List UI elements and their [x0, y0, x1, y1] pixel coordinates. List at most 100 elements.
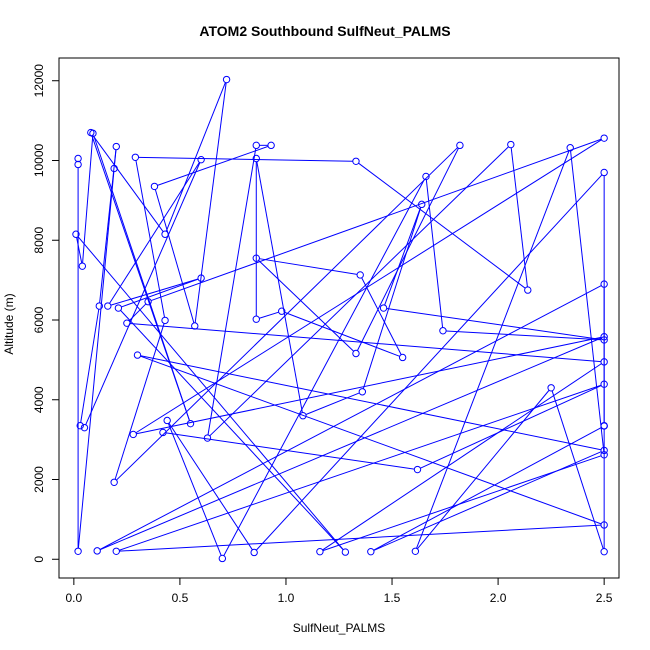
series-segment: [77, 171, 115, 549]
data-point: [422, 172, 430, 181]
data-point: [74, 547, 82, 555]
data-point: [74, 160, 82, 169]
series-segment: [209, 146, 509, 437]
data-point: [316, 547, 324, 556]
data-point: [76, 421, 84, 430]
data-point: [456, 141, 464, 150]
chart-title: ATOM2 Southbound SulfNeut_PALMS: [199, 23, 450, 39]
series-segment: [255, 174, 603, 551]
data-point: [600, 358, 608, 366]
series-segment: [362, 207, 422, 389]
series-segment: [130, 322, 602, 363]
series-segment: [168, 422, 253, 551]
series-segment: [384, 207, 422, 306]
data-point: [411, 547, 420, 555]
data-point: [250, 548, 258, 557]
x-tick-label: 2.5: [596, 591, 613, 605]
data-point: [600, 134, 608, 142]
data-point: [72, 230, 80, 238]
series-segment: [110, 278, 199, 306]
series-segment: [416, 150, 570, 549]
data-point: [87, 128, 95, 137]
series-segment: [85, 162, 201, 425]
data-point: [74, 154, 82, 163]
data-point: [95, 302, 104, 310]
data-point: [144, 297, 152, 306]
series-segment: [165, 82, 226, 232]
series-segment: [99, 149, 117, 303]
data-point: [112, 142, 120, 151]
data-point: [93, 547, 101, 555]
series-segment: [91, 135, 190, 421]
series-segment: [92, 134, 164, 232]
series-segment: [305, 392, 360, 415]
data-point: [524, 286, 532, 294]
y-axis: 0 2000 4000 6000 8000 10000 12000: [32, 64, 60, 563]
series-segment: [150, 138, 602, 302]
data-point: [78, 262, 87, 270]
data-point: [104, 302, 112, 310]
data-point: [252, 141, 260, 150]
data-point: [547, 384, 555, 392]
series-segment: [80, 309, 100, 423]
series-segment: [140, 355, 602, 451]
data-point: [112, 547, 120, 555]
data-point: [352, 157, 360, 165]
series-segment: [373, 427, 602, 551]
series-segment: [135, 160, 165, 318]
data-point: [80, 423, 89, 432]
data-point: [161, 316, 169, 325]
series-segment: [154, 189, 195, 324]
data-point: [600, 451, 608, 459]
series-segment: [138, 156, 353, 162]
data-point: [114, 304, 123, 312]
series-segment: [167, 423, 222, 556]
data-point: [252, 254, 260, 262]
data-point: [252, 154, 260, 163]
data-point: [110, 164, 118, 173]
y-tick-label: 12000: [32, 64, 46, 98]
series-segment: [373, 451, 602, 551]
data-point: [252, 315, 260, 323]
x-axis: 0.0 0.5 1.0 1.5 2.0 2.5: [66, 577, 613, 605]
data-point: [600, 336, 608, 344]
data-point: [150, 182, 159, 191]
series-segment: [76, 237, 83, 264]
series-segment: [119, 524, 601, 552]
data-point: [398, 353, 407, 362]
y-tick-label: 0: [32, 556, 46, 563]
series-segment: [259, 311, 279, 319]
series-segment: [256, 161, 303, 413]
data-point: [600, 422, 608, 430]
series-segment: [99, 285, 602, 550]
x-tick-label: 0.5: [172, 591, 189, 605]
data-point: [352, 349, 360, 358]
series-segment: [551, 390, 604, 549]
x-tick-label: 1.5: [384, 591, 401, 605]
data-point: [159, 428, 167, 437]
data-point: [600, 521, 608, 529]
data-point: [123, 319, 131, 327]
series-segment: [140, 355, 602, 525]
y-axis-label: Altitude (m): [2, 293, 16, 354]
x-tick-label: 1.0: [278, 591, 295, 605]
data-point: [600, 333, 608, 341]
data-point: [507, 140, 515, 149]
data-point: [110, 478, 118, 486]
data-point: [358, 388, 367, 396]
series-segment: [119, 384, 602, 551]
series-segment: [570, 150, 605, 452]
x-axis-label: SulfNeut_PALMS: [293, 621, 386, 635]
data-point: [341, 548, 350, 556]
data-point: [191, 322, 199, 330]
series-segment: [166, 432, 415, 470]
series-segment: [207, 148, 257, 435]
data-point: [131, 153, 140, 161]
x-tick-label: 2.0: [490, 591, 507, 605]
series-segment: [358, 162, 526, 289]
data-point: [222, 75, 231, 84]
series-segment: [417, 389, 550, 550]
data-point: [197, 274, 205, 282]
data-point: [600, 168, 608, 177]
